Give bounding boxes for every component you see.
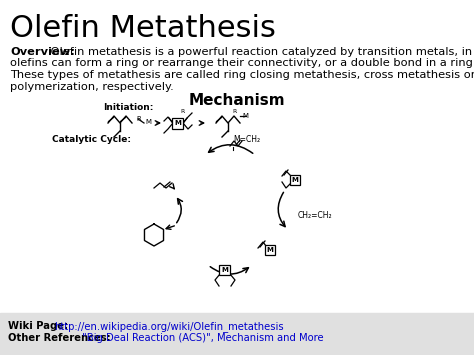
- FancyBboxPatch shape: [290, 175, 300, 185]
- Text: Overview:: Overview:: [10, 47, 75, 57]
- Text: "Big Deal Reaction (ACS)", Mechanism and More: "Big Deal Reaction (ACS)", Mechanism and…: [82, 333, 324, 343]
- Text: Catalytic Cycle:: Catalytic Cycle:: [52, 135, 131, 144]
- FancyBboxPatch shape: [265, 245, 275, 255]
- Text: CH₂=CH₂: CH₂=CH₂: [298, 211, 333, 219]
- Text: polymerization, respectively.: polymerization, respectively.: [10, 82, 174, 92]
- Text: http://en.wikipedia.org/wiki/Olefin_metathesis: http://en.wikipedia.org/wiki/Olefin_meta…: [54, 321, 283, 332]
- Text: Wiki Page:: Wiki Page:: [8, 321, 72, 331]
- Text: These types of metathesis are called ring closing metathesis, cross metathesis o: These types of metathesis are called rin…: [10, 70, 474, 80]
- Text: M=CH₂: M=CH₂: [233, 135, 260, 144]
- Text: M: M: [174, 120, 182, 126]
- Text: Initiation:: Initiation:: [103, 103, 154, 112]
- Text: Mechanism: Mechanism: [189, 93, 285, 108]
- Text: M: M: [242, 113, 248, 119]
- Text: R: R: [180, 109, 184, 114]
- Bar: [0, 313, 474, 355]
- Text: Olefin metathesis is a powerful reaction catalyzed by transition metals, in whic: Olefin metathesis is a powerful reaction…: [47, 47, 474, 57]
- Text: M: M: [292, 177, 299, 183]
- FancyBboxPatch shape: [173, 118, 183, 129]
- Text: Olefin Metathesis: Olefin Metathesis: [10, 14, 276, 43]
- Text: Other References:: Other References:: [8, 333, 114, 343]
- Text: olefins can form a ring or rearrange their connectivity, or a double bond in a r: olefins can form a ring or rearrange the…: [10, 59, 474, 69]
- Text: M: M: [266, 247, 273, 253]
- Text: M: M: [221, 267, 228, 273]
- FancyBboxPatch shape: [219, 265, 230, 275]
- Text: M: M: [145, 119, 151, 125]
- Text: R: R: [136, 116, 141, 122]
- Text: R: R: [232, 109, 236, 114]
